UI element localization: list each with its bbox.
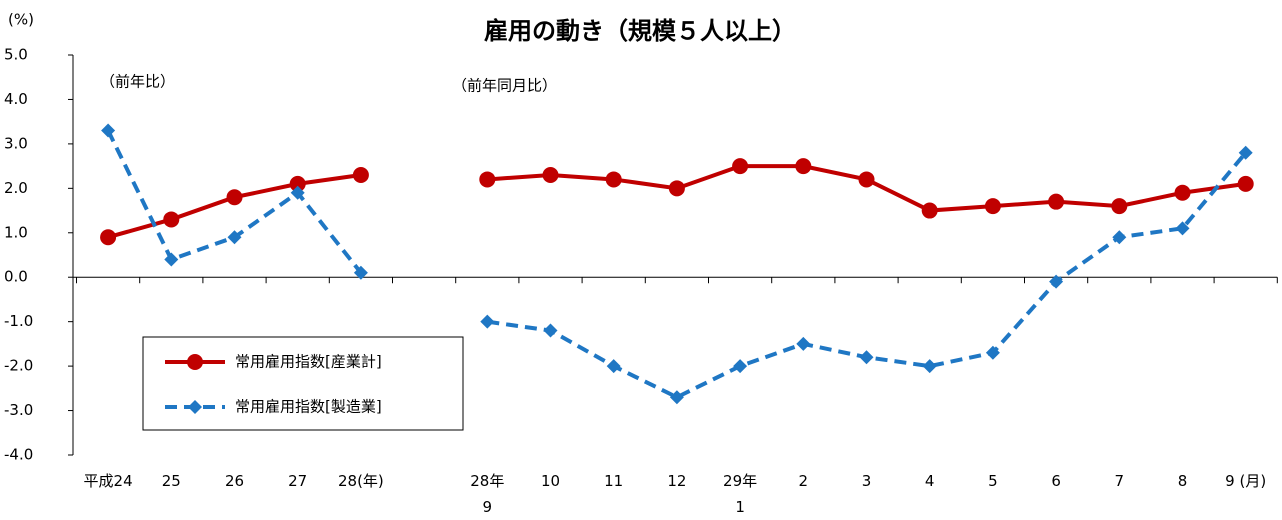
marker [479,171,496,188]
x-tick-label: 28年 9 [470,472,505,516]
x-tick-label: 5 [988,472,998,490]
marker [1238,145,1253,160]
marker [1112,230,1127,245]
marker [543,323,558,338]
marker [796,336,811,351]
y-tick-label: -4.0 [4,446,33,464]
marker [1049,274,1064,289]
marker [1237,175,1254,192]
marker [480,314,495,329]
x-tick-label: 10 [540,472,561,490]
marker [100,229,117,246]
marker [795,158,812,175]
x-tick-label: 26 [224,472,245,490]
x-tick-label: 9 (月) [1225,472,1267,490]
marker [605,171,622,188]
marker [669,390,684,405]
y-tick-label: 1.0 [4,223,28,241]
marker [1048,193,1065,210]
x-tick-label: 25 [161,472,181,490]
marker [921,202,938,219]
y-tick-label: 2.0 [4,179,28,197]
x-tick-label: 8 [1177,472,1188,490]
marker [227,230,242,245]
marker [289,175,306,192]
legend-label: 常用雇用指数[製造業] [235,398,382,416]
x-tick-label: 11 [604,472,624,490]
marker [733,359,748,374]
legend-marker [187,354,203,370]
chart-title: 雇用の動き（規模５人以上） [484,17,796,45]
marker [101,123,116,138]
x-tick-label: 3 [861,472,872,490]
x-tick-label: 12 [667,472,687,490]
annotation: （前年同月比） [452,77,557,95]
marker [606,359,621,374]
y-unit: (%) [8,11,34,29]
marker [732,158,749,175]
marker [353,265,368,280]
marker [164,252,179,267]
marker [352,167,369,183]
marker [922,359,937,374]
x-tick-label: 7 [1114,472,1125,490]
x-tick-label: 平成24 [83,472,133,490]
x-tick-label: 28(年) [337,472,384,490]
marker [1174,184,1191,201]
x-tick-label: 29年 1 [723,472,758,516]
y-tick-label: -2.0 [4,357,33,375]
annotation: （前年比） [100,73,175,91]
y-tick-label: 0.0 [4,268,28,286]
marker [226,189,243,206]
marker [984,198,1001,215]
marker [290,185,305,200]
x-tick-label: 27 [288,472,308,490]
marker [985,345,1000,360]
y-tick-label: 4.0 [4,90,28,108]
legend-box [142,336,464,431]
legend-marker [188,400,202,414]
marker [1111,198,1128,215]
marker [859,350,874,365]
x-tick-label: 2 [798,472,809,490]
marker [163,211,180,228]
marker [542,167,559,183]
y-tick-label: -1.0 [4,312,33,330]
x-tick-label: 6 [1051,472,1061,490]
marker [668,180,685,197]
marker [858,171,875,188]
marker [1175,221,1190,236]
y-tick-label: 5.0 [4,46,28,64]
y-tick-label: -3.0 [4,401,33,419]
legend-label: 常用雇用指数[産業計] [235,353,382,371]
x-tick-label: 4 [924,472,935,490]
y-tick-label: 3.0 [4,134,28,152]
